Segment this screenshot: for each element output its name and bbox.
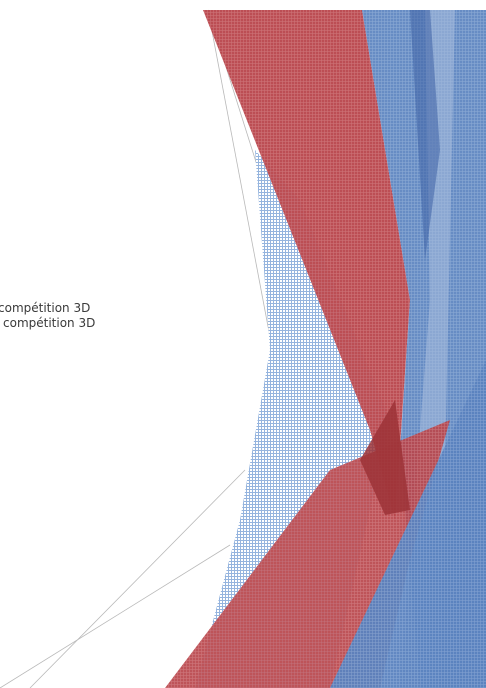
dark-red-cross <box>360 400 410 515</box>
blue-band-bottom-right <box>330 360 486 688</box>
title-text-block: compétition 3D compétition 3D <box>0 301 200 331</box>
text-line-1: compétition 3D <box>0 301 91 315</box>
dark-blue-accent <box>410 10 440 260</box>
text-line-2: compétition 3D <box>3 316 96 330</box>
red-band-top <box>203 10 410 520</box>
